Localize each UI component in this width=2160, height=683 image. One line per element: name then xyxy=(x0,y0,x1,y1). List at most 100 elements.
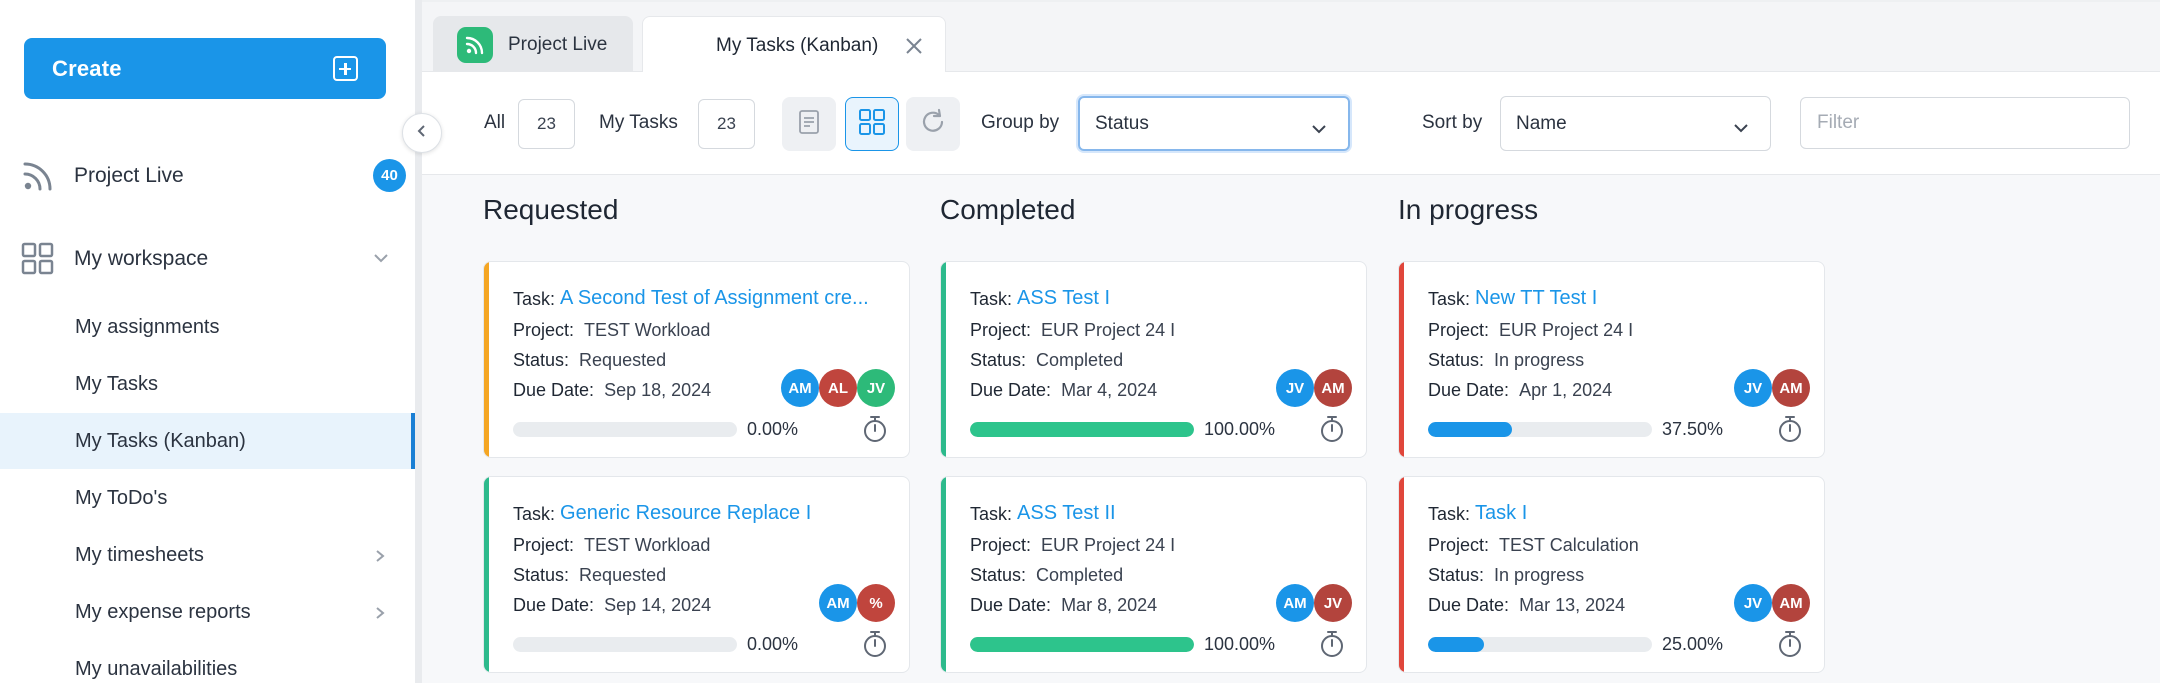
kanban-view-button[interactable] xyxy=(845,97,899,151)
task-label: Task: xyxy=(1428,289,1471,309)
sidebar-item-my-tasks[interactable]: My Tasks xyxy=(0,356,415,412)
status-label: Status: xyxy=(513,565,570,585)
nav-project-live[interactable]: Project Live 40 xyxy=(0,146,415,206)
status-label: Status: xyxy=(970,565,1027,585)
stopwatch-icon[interactable] xyxy=(1776,629,1804,664)
status-value: In progress xyxy=(1494,350,1585,370)
due-date-value: Mar 8, 2024 xyxy=(1061,595,1158,615)
progress-percent: 100.00% xyxy=(1204,634,1276,654)
task-label: Task: xyxy=(970,289,1013,309)
progress-bar xyxy=(1428,422,1652,437)
assignee-avatars: AM AL JV xyxy=(781,369,895,407)
collapse-sidebar-button[interactable] xyxy=(402,113,442,153)
tab-bar: Project Live My Tasks (Kanban) xyxy=(422,0,2160,74)
due-date-label: Due Date: xyxy=(970,380,1052,400)
progress-fill xyxy=(1428,637,1484,652)
progress-bar xyxy=(970,637,1194,652)
status-value: Completed xyxy=(1036,565,1124,585)
tab-project-live[interactable]: Project Live xyxy=(433,16,633,74)
progress-bar xyxy=(1428,637,1652,652)
avatar: JV xyxy=(857,369,895,407)
task-card[interactable]: Task: New TT Test I Project: EUR Project… xyxy=(1398,261,1825,458)
project-label: Project: xyxy=(970,535,1032,555)
due-date-value: Mar 4, 2024 xyxy=(1061,380,1158,400)
chevron-left-icon xyxy=(414,123,430,144)
status-label: Status: xyxy=(513,350,570,370)
project-value: EUR Project 24 I xyxy=(1041,320,1176,340)
task-card[interactable]: Task: Generic Resource Replace I Project… xyxy=(483,476,910,673)
sort-by-value: Name xyxy=(1516,112,1567,134)
group-by-value: Status xyxy=(1095,112,1149,134)
chevron-down-icon xyxy=(372,249,390,273)
avatar: AL xyxy=(819,369,857,407)
task-title-link[interactable]: A Second Test of Assignment cre... xyxy=(560,287,869,309)
task-label: Task: xyxy=(513,289,556,309)
task-title-link[interactable]: Task I xyxy=(1475,502,1528,524)
tab-label: Project Live xyxy=(508,34,608,55)
sort-by-label: Sort by xyxy=(1422,112,1483,133)
group-by-label: Group by xyxy=(981,112,1060,133)
progress-fill xyxy=(970,637,1194,652)
sidebar-scrollbar[interactable] xyxy=(415,0,422,683)
progress-percent: 37.50% xyxy=(1662,419,1724,439)
kanban-grid-icon xyxy=(858,108,886,141)
my-tasks-count-button[interactable]: 23 xyxy=(698,99,755,149)
project-value: EUR Project 24 I xyxy=(1499,320,1634,340)
close-icon[interactable] xyxy=(904,36,924,62)
sidebar-item-my-expense-reports[interactable]: My expense reports xyxy=(0,584,415,640)
nav-my-workspace[interactable]: My workspace xyxy=(0,229,415,289)
chevron-right-icon xyxy=(372,604,388,627)
project-value: TEST Workload xyxy=(584,535,711,555)
sidebar-item-my-timesheets[interactable]: My timesheets xyxy=(0,527,415,583)
stopwatch-icon[interactable] xyxy=(1318,414,1346,449)
create-button[interactable]: Create xyxy=(24,38,386,99)
notification-count-badge: 40 xyxy=(373,159,406,192)
list-view-button[interactable] xyxy=(782,97,836,151)
progress-fill xyxy=(970,422,1194,437)
due-date-value: Sep 14, 2024 xyxy=(604,595,712,615)
avatar: AM xyxy=(1314,369,1352,407)
task-card[interactable]: Task: A Second Test of Assignment cre...… xyxy=(483,261,910,458)
sidebar-item-label: My assignments xyxy=(75,315,220,338)
avatar: AM xyxy=(1276,584,1314,622)
progress-bar xyxy=(970,422,1194,437)
sidebar-item-my-todos[interactable]: My ToDo's xyxy=(0,470,415,526)
assignee-avatars: AM JV xyxy=(1276,584,1352,622)
avatar: JV xyxy=(1276,369,1314,407)
task-title-link[interactable]: ASS Test II xyxy=(1017,502,1116,524)
progress-fill xyxy=(1428,422,1512,437)
task-title-link[interactable]: Generic Resource Replace I xyxy=(560,502,812,524)
stopwatch-icon[interactable] xyxy=(1318,629,1346,664)
sidebar-item-my-assignments[interactable]: My assignments xyxy=(0,299,415,355)
all-label: All xyxy=(484,112,506,133)
filter-input[interactable] xyxy=(1800,97,2130,149)
stopwatch-icon[interactable] xyxy=(861,414,889,449)
refresh-button[interactable] xyxy=(906,97,960,151)
task-title-link[interactable]: New TT Test I xyxy=(1475,287,1598,309)
project-label: Project: xyxy=(1428,535,1490,555)
sidebar-item-my-unavailabilities[interactable]: My unavailabilities xyxy=(0,641,415,683)
task-title-link[interactable]: ASS Test I xyxy=(1017,287,1111,309)
card-status-stripe xyxy=(941,262,946,457)
avatar: JV xyxy=(1734,584,1772,622)
sidebar-item-my-tasks-kanban[interactable]: My Tasks (Kanban) xyxy=(0,413,415,469)
project-value: TEST Calculation xyxy=(1499,535,1639,555)
assignee-avatars: AM% xyxy=(819,584,895,622)
task-card[interactable]: Task: ASS Test I Project: EUR Project 24… xyxy=(940,261,1367,458)
avatar: AM xyxy=(819,584,857,622)
tab-my-tasks-kanban[interactable]: My Tasks (Kanban) xyxy=(642,16,946,74)
all-count-button[interactable]: 23 xyxy=(518,99,575,149)
status-label: Status: xyxy=(1428,565,1485,585)
due-date-label: Due Date: xyxy=(513,380,595,400)
avatar: % xyxy=(857,584,895,622)
card-status-stripe xyxy=(484,262,489,457)
sort-by-select[interactable]: Name xyxy=(1500,96,1771,151)
card-status-stripe xyxy=(1399,262,1404,457)
task-card[interactable]: Task: Task I Project: TEST Calculation S… xyxy=(1398,476,1825,673)
group-by-select[interactable]: Status xyxy=(1078,96,1350,151)
nav-project-live-label: Project Live xyxy=(74,164,184,187)
stopwatch-icon[interactable] xyxy=(861,629,889,664)
stopwatch-icon[interactable] xyxy=(1776,414,1804,449)
progress-percent: 0.00% xyxy=(747,419,799,439)
task-card[interactable]: Task: ASS Test II Project: EUR Project 2… xyxy=(940,476,1367,673)
